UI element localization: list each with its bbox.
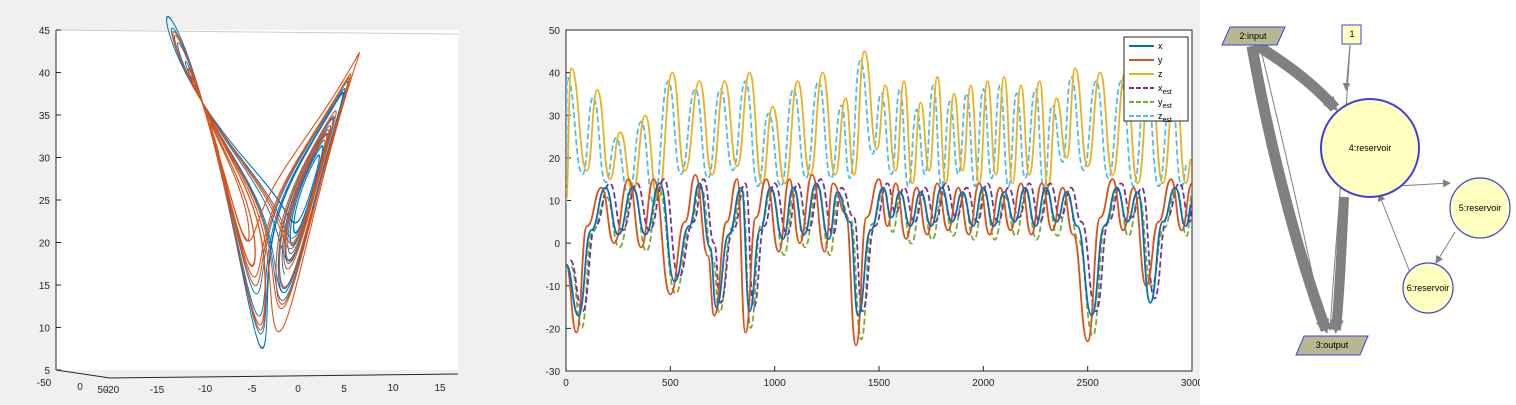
node-r5 — [1449, 177, 1511, 239]
z-tick-label: 40 — [39, 69, 51, 80]
z-tick-label: 35 — [39, 111, 51, 122]
node-one-label: 1 — [1349, 29, 1354, 39]
xy-tick-label: -20 — [105, 385, 120, 396]
legend-label-z: z — [1158, 69, 1163, 79]
node-output — [1295, 335, 1369, 356]
series-x — [566, 182, 1192, 317]
z-tick-label: 5 — [44, 366, 50, 377]
y-tick-label: 0 — [554, 239, 560, 250]
node-r6 — [1402, 262, 1454, 314]
xy-tick-label: -10 — [198, 384, 213, 395]
node-r4 — [1320, 98, 1420, 198]
xy-tick-label: 15 — [434, 383, 446, 394]
x-tick-label: 1500 — [868, 378, 891, 389]
xy-tick-label: 50 — [97, 385, 109, 396]
node-input — [1221, 26, 1286, 46]
xy-tick-label: 10 — [387, 383, 399, 394]
reservoir-graph: 2:input 1 4:reservoir 5:reservoir 6:reservoi… — [1221, 24, 1511, 356]
y-tick-label: -30 — [546, 367, 561, 378]
top-edge — [55, 29, 458, 35]
x-tick-label: 1000 — [764, 378, 787, 389]
reservoir-graph-panel: 2:input 1 4:reservoir 5:reservoir 6:reservoi… — [1200, 0, 1516, 405]
series-x-est — [569, 178, 1192, 313]
series-y — [566, 173, 1192, 347]
x-tick-label: 2500 — [1077, 378, 1100, 389]
x-tick-label: 0 — [563, 378, 569, 389]
trajectory-estimated — [172, 30, 361, 333]
y-tick-label: 50 — [549, 26, 561, 37]
x-axis-line — [109, 373, 458, 379]
xy-tick-label: -50 — [37, 378, 52, 389]
node-output-label: 3:output — [1316, 340, 1349, 350]
y-tick-label: -20 — [546, 324, 561, 335]
edge-input-to-r4 — [1255, 41, 1340, 112]
series-z — [566, 50, 1192, 202]
y-tick-label: 40 — [549, 69, 561, 80]
xy-tick-label: 0 — [77, 382, 83, 393]
z-tick-label: 15 — [39, 281, 51, 292]
edge-r5-to-r6 — [1435, 231, 1456, 264]
node-input-label: 2:input — [1239, 31, 1267, 41]
y-tick-label: -10 — [546, 282, 561, 293]
time-series-plot: 0 500 1000 1500 2000 2500 3000 -30 -20 -10 0 10 20 30… — [546, 26, 1200, 389]
node-r4-label: 4:reservoir — [1349, 143, 1392, 153]
edge-r6-to-r4 — [1377, 193, 1414, 281]
z-tick-label: 45 — [39, 26, 51, 37]
edge-input-to-output — [1246, 45, 1332, 334]
legend-label-y: y — [1158, 55, 1163, 65]
edge-input-to-output-thin — [1259, 45, 1327, 331]
x-tick-label: 2000 — [972, 378, 995, 389]
legend-label-x: x — [1158, 41, 1163, 51]
series-z-est — [566, 59, 1189, 204]
node-one — [1341, 24, 1362, 45]
series-group — [566, 50, 1192, 347]
x-tick-label: 500 — [662, 378, 679, 389]
xy-tick-label: 0 — [295, 384, 301, 395]
y-axis-line — [55, 369, 111, 379]
y-tick-label: 30 — [549, 111, 561, 122]
z-tick-label: 10 — [39, 324, 51, 335]
y-tick-label: 10 — [549, 197, 561, 208]
edge-one-to-output — [1326, 44, 1351, 331]
z-tick-label: 20 — [39, 239, 51, 250]
edge-r4-to-output — [1330, 196, 1349, 334]
xy-tick-label: -5 — [248, 384, 257, 395]
z-tick-label: 25 — [39, 196, 51, 207]
xy-tick-label: 5 — [341, 384, 347, 395]
z-tick-label: 30 — [39, 154, 51, 165]
node-r6-label: 6:reservoir — [1407, 283, 1450, 293]
attractor-3d-panel: 5 10 15 20 25 30 35 40 45 -50 0 50 -20 -15 -10 -5 0 5 10 15 — [0, 0, 458, 405]
node-r5-label: 5:reservoir — [1459, 203, 1502, 213]
time-series-panel: 0 500 1000 1500 2000 2500 3000 -30 -20 -10 0 10 20 30… — [458, 0, 1200, 405]
y-tick-label: 20 — [549, 154, 561, 165]
legend — [1123, 36, 1189, 122]
edge-r4-to-r5 — [1396, 179, 1451, 188]
x-tick-label: 3000 — [1181, 378, 1200, 389]
xy-tick-label: -15 — [150, 385, 165, 396]
